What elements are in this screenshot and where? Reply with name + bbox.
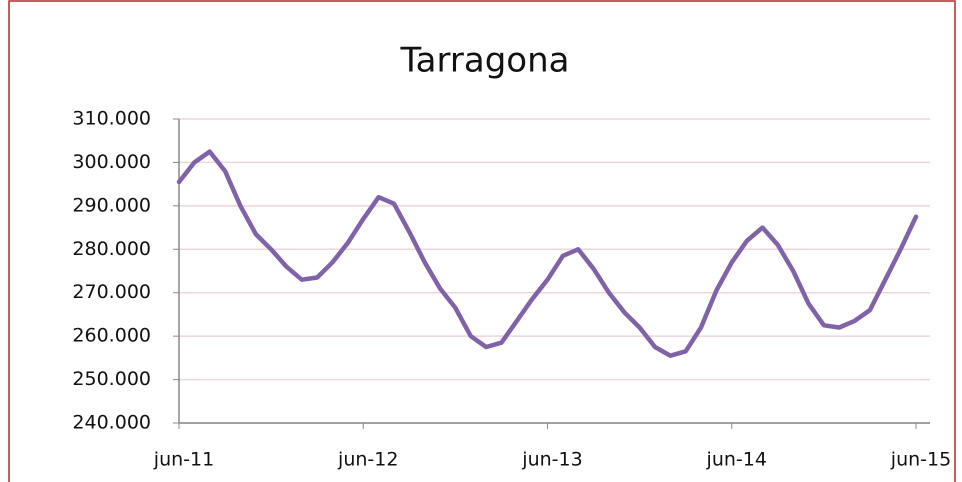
x-tick-label: jun-11 — [153, 449, 214, 471]
y-tick-label: 290.000 — [72, 194, 151, 216]
frame — [8, 0, 956, 482]
y-tick-label: 270.000 — [72, 281, 151, 303]
x-tick-label: jun-13 — [521, 449, 582, 471]
x-tick-label: jun-15 — [890, 449, 951, 471]
chart-title: Tarragona — [400, 41, 570, 81]
y-tick-label: 280.000 — [72, 238, 151, 260]
x-tick-label: jun-14 — [706, 449, 767, 471]
y-tick-label: 310.000 — [72, 108, 151, 130]
y-tick-label: 250.000 — [72, 368, 151, 390]
y-tick-label: 240.000 — [72, 412, 151, 434]
y-tick-label: 260.000 — [72, 325, 151, 347]
line — [176, 149, 919, 358]
x-tick-label: jun-12 — [337, 449, 398, 471]
y-tick-label: 300.000 — [72, 151, 151, 173]
